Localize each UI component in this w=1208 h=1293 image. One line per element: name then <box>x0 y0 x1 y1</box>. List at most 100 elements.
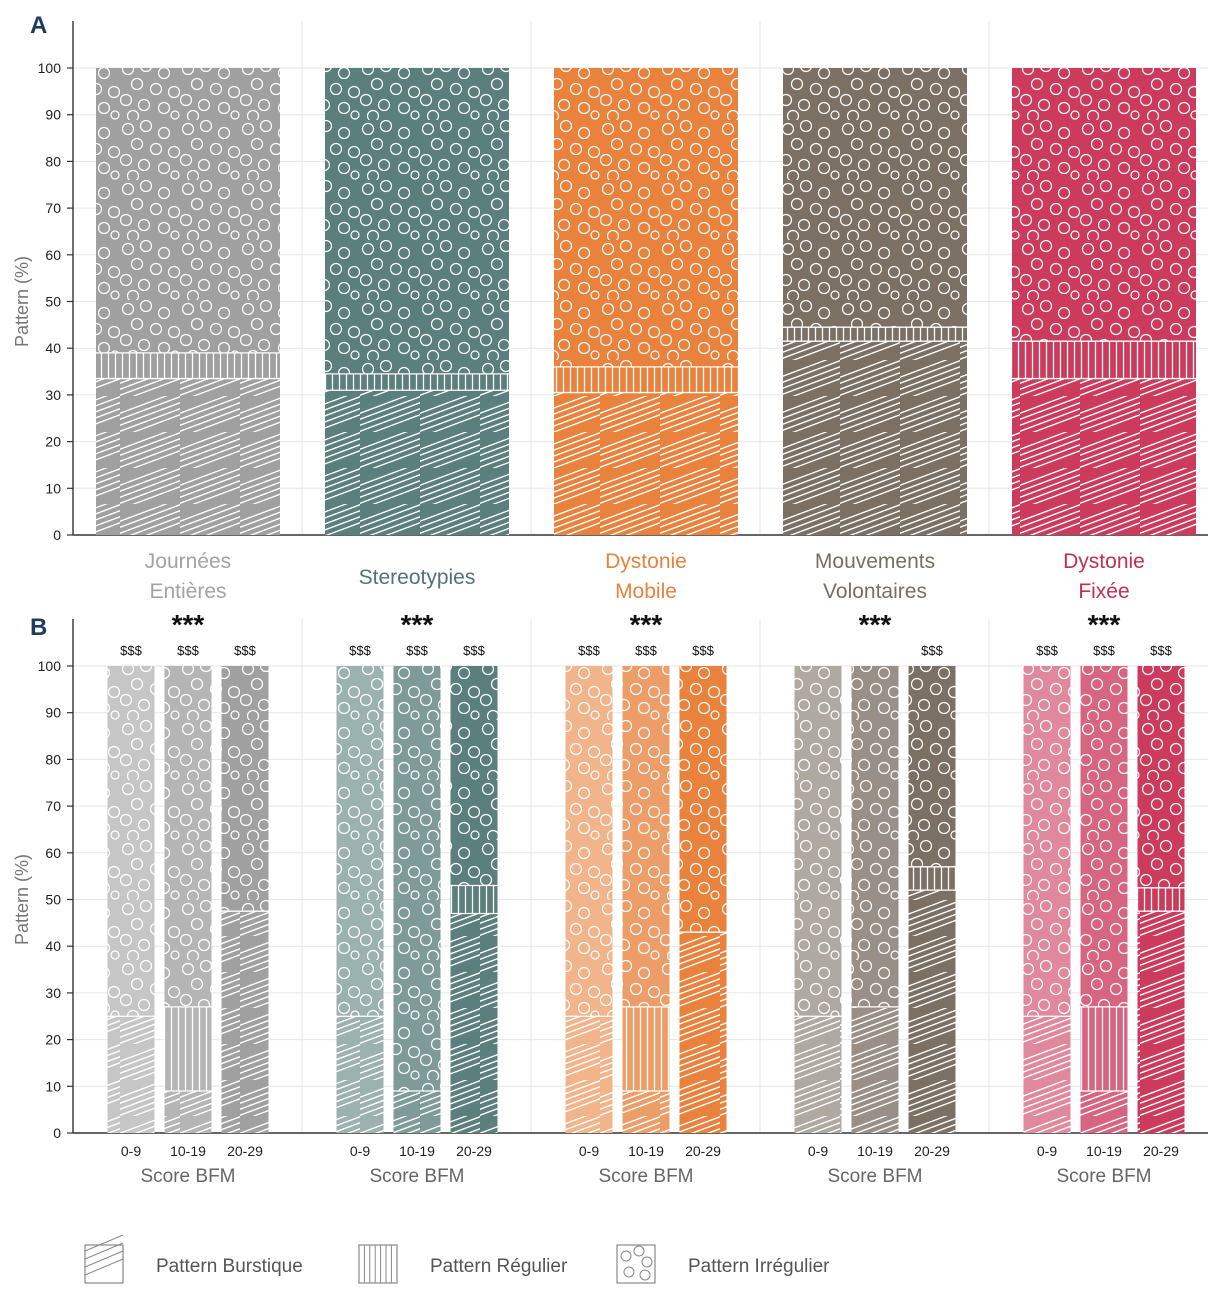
panel-b-significance: *** <box>859 609 892 640</box>
panel-b-bar-mark: $$$ <box>635 643 657 658</box>
panel-b-segment-burst-texture <box>851 1006 899 1133</box>
legend-swatch-circle <box>623 1266 635 1278</box>
panel-a-bar <box>783 68 967 535</box>
panel-b-group-xlabel: Score BFM <box>369 1166 464 1187</box>
panel-b-bar <box>221 666 269 1133</box>
panel-b-segment-irregular-texture <box>1080 666 1128 1007</box>
panel-b-bar <box>107 666 155 1133</box>
panel-b: B 0 10 20 30 40 50 60 70 80 90 100 Pattern (%) *** $$$… <box>12 609 1208 1187</box>
panel-b-y-tick-label: 70 <box>45 798 61 814</box>
panel-b-segment-irregular-texture <box>908 666 956 867</box>
panel-b-segment-regular-texture <box>1137 887 1185 912</box>
panel-a-y-tick-label: 70 <box>45 200 61 216</box>
panel-a-segment-burst-texture <box>554 392 738 535</box>
panel-a-category-label: Fixée <box>1078 580 1129 603</box>
panel-a: A 0 10 20 30 40 50 60 70 80 90 100 Pattern (%) Journé… <box>12 12 1208 603</box>
legend-label: Pattern Irrégulier <box>688 1256 830 1277</box>
legend-swatch-circle <box>633 1245 645 1257</box>
panel-a-segment-regular-texture <box>96 352 280 379</box>
panel-b-subcategory-label: 10-19 <box>628 1143 664 1159</box>
panel-b-significance: *** <box>1088 609 1121 640</box>
panel-b-subcategory-label: 0-9 <box>121 1143 141 1159</box>
panel-b-segment-burst-texture <box>622 1090 670 1133</box>
panel-b-segment-burst-texture <box>794 1016 842 1133</box>
panel-a-segment-burst-texture <box>783 341 967 535</box>
panel-a-segment-burst-texture <box>96 378 280 535</box>
panel-b-subcategory-label: 0-9 <box>350 1143 370 1159</box>
panel-a-segment-burst-texture <box>1012 378 1196 535</box>
panel-b-bar <box>1023 666 1071 1133</box>
legend-label: Pattern Burstique <box>156 1256 303 1277</box>
panel-b-subcategory-label: 10-19 <box>857 1143 893 1159</box>
panel-b-bar <box>164 666 212 1133</box>
panel-b-segment-burst-texture <box>679 932 727 1133</box>
panel-b-bar-mark: $$$ <box>234 643 256 658</box>
legend-label: Pattern Régulier <box>430 1256 568 1277</box>
legend-swatch-line <box>84 1234 124 1252</box>
panel-b-significance: *** <box>172 609 205 640</box>
panel-b-segment-regular-texture <box>450 885 498 914</box>
panel-a-segment-regular-texture <box>1012 341 1196 379</box>
panel-a-segment-irregular-texture <box>783 68 967 328</box>
panel-b-y-tick-label: 50 <box>45 892 61 908</box>
legend-swatch-circle <box>620 1250 632 1262</box>
legend-swatch-line <box>84 1250 124 1268</box>
panel-b-segment-burst-texture <box>1137 911 1185 1133</box>
panel-b-segment-irregular-texture <box>622 666 670 1007</box>
panel-b-y-tick-label: 0 <box>53 1125 61 1141</box>
panel-b-bar <box>908 666 956 1133</box>
panel-b-bar <box>1080 666 1128 1133</box>
panel-b-bar-mark: $$$ <box>1150 643 1172 658</box>
panel-a-y-tick-label: 0 <box>53 527 61 543</box>
panel-b-subcategory-label: 20-29 <box>914 1143 950 1159</box>
panel-b-subcategory-label: 20-29 <box>1143 1143 1179 1159</box>
panel-b-bar-mark: $$$ <box>1036 643 1058 658</box>
panel-a-y-tick-label: 60 <box>45 247 61 263</box>
panel-b-segment-irregular-texture <box>221 666 269 912</box>
panel-b-bar-mark: $$$ <box>120 643 142 658</box>
panel-b-segment-burst-texture <box>1080 1090 1128 1133</box>
panel-b-bar <box>622 666 670 1133</box>
panel-b-segment-irregular-texture <box>1023 666 1071 1017</box>
panel-b-y-tick-label: 40 <box>45 938 61 954</box>
panel-a-category-label: Dystonie <box>1063 550 1145 573</box>
panel-b-segment-regular-texture <box>622 1006 670 1091</box>
panel-b-subcategory-label: 0-9 <box>808 1143 828 1159</box>
legend-swatch-circle <box>641 1256 653 1268</box>
panel-b-bar-mark: $$$ <box>406 643 428 658</box>
panel-b-subcategory-label: 10-19 <box>170 1143 206 1159</box>
panel-b-bar-mark: $$$ <box>463 643 485 658</box>
panel-b-y-tick-label: 10 <box>45 1078 61 1094</box>
panel-a-category-label: Mobile <box>615 580 677 603</box>
legend-item-burst: Pattern Burstique <box>84 1234 303 1284</box>
panel-b-group-xlabel: Score BFM <box>598 1166 693 1187</box>
panel-b-segment-burst-texture <box>107 1016 155 1133</box>
panel-b-bar-mark: $$$ <box>921 643 943 658</box>
panel-b-bar-mark: $$$ <box>578 643 600 658</box>
panel-b-bar <box>679 666 727 1133</box>
legend: Pattern Burstique Pattern Régulier Pattern… <box>84 1234 830 1284</box>
panel-b-y-tick-label: 80 <box>45 751 61 767</box>
panel-b-segment-irregular-texture <box>393 666 441 1091</box>
panel-b-segment-burst-texture <box>393 1090 441 1133</box>
legend-swatch-line <box>84 1242 124 1260</box>
panel-b-segment-regular-texture <box>1080 1006 1128 1091</box>
legend-item-irregular: Pattern Irrégulier <box>616 1244 830 1284</box>
panel-b-segment-irregular-texture <box>107 666 155 1017</box>
panel-b-subcategory-label: 20-29 <box>456 1143 492 1159</box>
panel-b-segment-irregular-texture <box>565 666 613 1017</box>
panel-a-y-tick-label: 40 <box>45 340 61 356</box>
panel-b-group-xlabel: Score BFM <box>1056 1166 1151 1187</box>
panel-b-bar <box>393 666 441 1133</box>
panel-b-subcategory-label: 10-19 <box>399 1143 435 1159</box>
panel-b-segment-irregular-texture <box>1137 666 1185 888</box>
panel-a-y-axis-label: Pattern (%) <box>12 256 32 347</box>
panel-a-y-tick-label: 90 <box>45 107 61 123</box>
panel-b-significance: *** <box>630 609 663 640</box>
panel-b-segment-burst-texture <box>450 913 498 1133</box>
panel-b-segment-burst-texture <box>1023 1016 1071 1133</box>
panel-b-segment-irregular-texture <box>450 666 498 886</box>
legend-swatch-line <box>84 1258 124 1276</box>
panel-a-category-label: Mouvements <box>815 550 935 573</box>
